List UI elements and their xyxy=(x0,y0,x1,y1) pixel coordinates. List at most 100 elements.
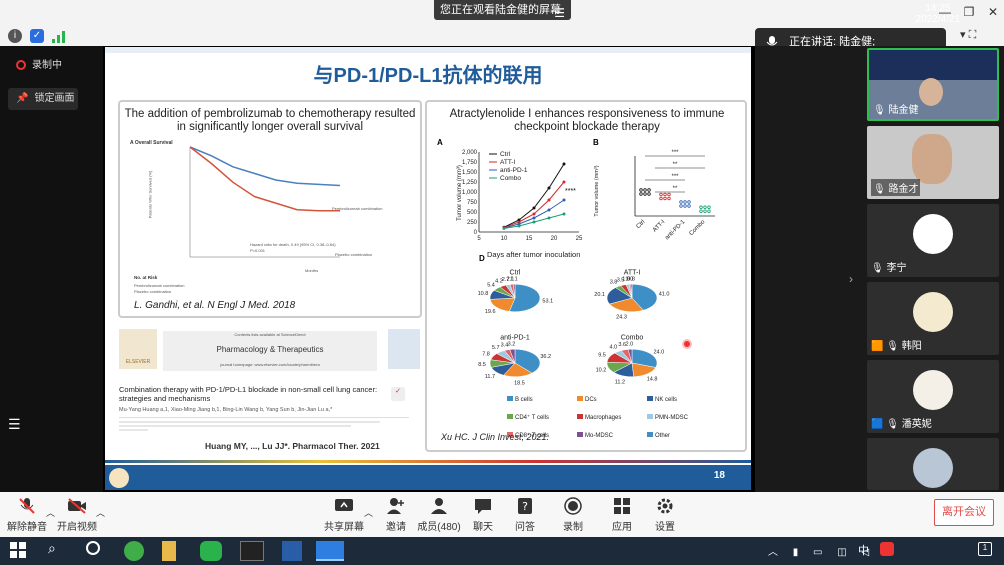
growth-xtick: 5 xyxy=(477,236,481,242)
scatter-point xyxy=(663,192,667,197)
windows-start-icon[interactable] xyxy=(10,542,26,558)
scatter-category-label: Combo xyxy=(688,219,706,237)
growth-ytick: 1,000 xyxy=(462,190,478,196)
leave-meeting-button[interactable]: 离开会议 xyxy=(934,499,994,526)
laser-pointer xyxy=(682,339,692,349)
settings-button[interactable]: 设置 xyxy=(640,497,690,533)
folder-icon[interactable] xyxy=(162,541,176,561)
signal-icon[interactable] xyxy=(52,30,66,43)
overall-survival-label: A Overall Survival xyxy=(130,140,173,146)
participant-tile[interactable]: 🟧 🎙 韩阳 xyxy=(867,282,999,355)
collapse-arrow-icon[interactable]: › xyxy=(849,272,853,286)
record-icon xyxy=(564,497,582,515)
legend-label: PMN-MDSC xyxy=(655,415,688,421)
participant-tile[interactable]: 🎙 李宁 xyxy=(867,204,999,277)
pie-label: 7.8 xyxy=(482,352,490,358)
record-button[interactable]: 录制 xyxy=(548,497,598,533)
share-options-arrow[interactable]: ︿ xyxy=(364,508,374,518)
mic-options-arrow[interactable]: ︿ xyxy=(46,508,56,518)
slide-footer: 18 xyxy=(105,465,751,490)
growth-ytick: 1,500 xyxy=(462,170,478,176)
scatter-point xyxy=(663,196,667,201)
significance-label: ** xyxy=(673,162,678,168)
participant-tile[interactable]: 🎙 陆金健 xyxy=(867,48,999,121)
close-icon[interactable]: ✕ xyxy=(987,5,999,19)
pie-label: 3.4 xyxy=(501,342,509,348)
sogou-icon[interactable] xyxy=(880,542,894,556)
growth-point xyxy=(562,212,566,216)
legend-swatch xyxy=(577,432,583,437)
search-icon[interactable]: ⌕ xyxy=(48,540,56,556)
scatter-point xyxy=(683,204,687,208)
notification-icon[interactable]: 1 xyxy=(978,542,992,556)
view-toggle-icon[interactable]: ▾ ⛶ xyxy=(960,29,977,41)
participant-tile[interactable] xyxy=(867,438,999,490)
browser-icon[interactable] xyxy=(124,541,144,561)
restore-icon[interactable]: ❐ xyxy=(963,5,975,19)
recording-label: 录制中 xyxy=(32,60,62,71)
scatter-point xyxy=(647,188,651,192)
avatar xyxy=(912,134,952,184)
growth-point xyxy=(562,162,566,166)
survival-ylabel: Patients Who Survived (%) xyxy=(147,170,153,219)
start-video-button[interactable]: 开启视频 xyxy=(52,497,102,533)
pie-slice xyxy=(630,283,633,299)
system-tray[interactable]: ︿ ▮ ▭ ◫ ◁ ⌂ xyxy=(768,547,897,558)
pie-title: Ctrl xyxy=(510,269,521,276)
lock-view-button[interactable]: 📌 锁定画面 xyxy=(8,88,78,110)
pie-label: 9.5 xyxy=(598,353,606,359)
avatar xyxy=(913,214,953,254)
legend-label: Mo-MDSC xyxy=(585,433,613,439)
scatter-point xyxy=(707,205,711,209)
journal-cover xyxy=(388,329,420,369)
att-heading: Atractylenolide I enhances responsivenes… xyxy=(449,108,725,133)
meeting-toolbar xyxy=(0,492,1004,537)
menu-icon[interactable]: ☰ xyxy=(554,6,565,20)
participant-tile[interactable]: 🟦 🎙 潘英妮 xyxy=(867,360,999,433)
pie-legend-item: CD8⁺ T cells xyxy=(507,432,577,440)
app-icon[interactable] xyxy=(240,541,264,561)
legend-label: Other xyxy=(655,433,671,439)
pie-legend-item: Other xyxy=(647,432,717,440)
word-icon[interactable] xyxy=(282,541,302,561)
list-icon[interactable]: ☰ xyxy=(8,416,21,432)
apps-button[interactable]: 应用 xyxy=(597,497,647,533)
affiliations xyxy=(119,417,409,431)
video-options-arrow[interactable]: ︿ xyxy=(96,508,106,518)
pie-label: 3.8 xyxy=(610,280,618,286)
cortana-icon[interactable] xyxy=(86,541,100,555)
hazard-ratio: Hazard ratio for death, 0.49 (95% CI, 0.… xyxy=(250,242,336,247)
survival-chart xyxy=(189,146,341,258)
screen-share-banner[interactable]: 您正在观看陆金健的屏幕 ☰ xyxy=(434,0,571,20)
video-off-icon xyxy=(68,498,86,514)
share-screen-button[interactable]: 共享屏幕 xyxy=(319,497,369,533)
meeting-app-icon[interactable] xyxy=(316,541,344,561)
members-button[interactable]: 成员(480) xyxy=(414,497,464,533)
scatter-point xyxy=(687,204,691,208)
wechat-icon[interactable] xyxy=(200,541,222,561)
minimize-icon[interactable]: — xyxy=(939,5,951,19)
unmute-button[interactable]: 解除静音 xyxy=(2,497,52,533)
journal-name: Pharmacology & Therapeutics xyxy=(216,345,324,354)
growth-point xyxy=(532,216,536,220)
at-risk-pembro: Pembrolizumab combination xyxy=(134,283,185,288)
invite-button[interactable]: 邀请 xyxy=(371,497,421,533)
avatar xyxy=(913,370,953,410)
elsevier-logo: ELSEVIER xyxy=(119,329,157,369)
recording-indicator[interactable]: 录制中 xyxy=(8,55,78,77)
growth-significance: **** xyxy=(565,188,576,195)
info-icon[interactable]: i xyxy=(8,29,22,43)
ime-indicator[interactable]: 中 xyxy=(858,545,869,557)
gear-icon xyxy=(657,498,673,514)
chat-button[interactable]: 聊天 xyxy=(458,497,508,533)
taskbar-clock[interactable]: 14:25 2022/4/21 xyxy=(916,3,961,25)
participant-tile[interactable]: 🎙 路金才 xyxy=(867,126,999,199)
qa-button[interactable]: ? 问答 xyxy=(500,497,550,533)
banner-text: 您正在观看陆金健的屏幕 xyxy=(440,4,561,16)
scatter-point xyxy=(679,204,683,208)
shield-icon[interactable]: ✓ xyxy=(30,29,44,43)
mic-icon xyxy=(766,36,778,46)
pie-label: 3.2 xyxy=(508,341,516,347)
pie-title: ATT-I xyxy=(624,269,641,276)
at-risk-placebo: Placebo combination xyxy=(134,289,172,294)
